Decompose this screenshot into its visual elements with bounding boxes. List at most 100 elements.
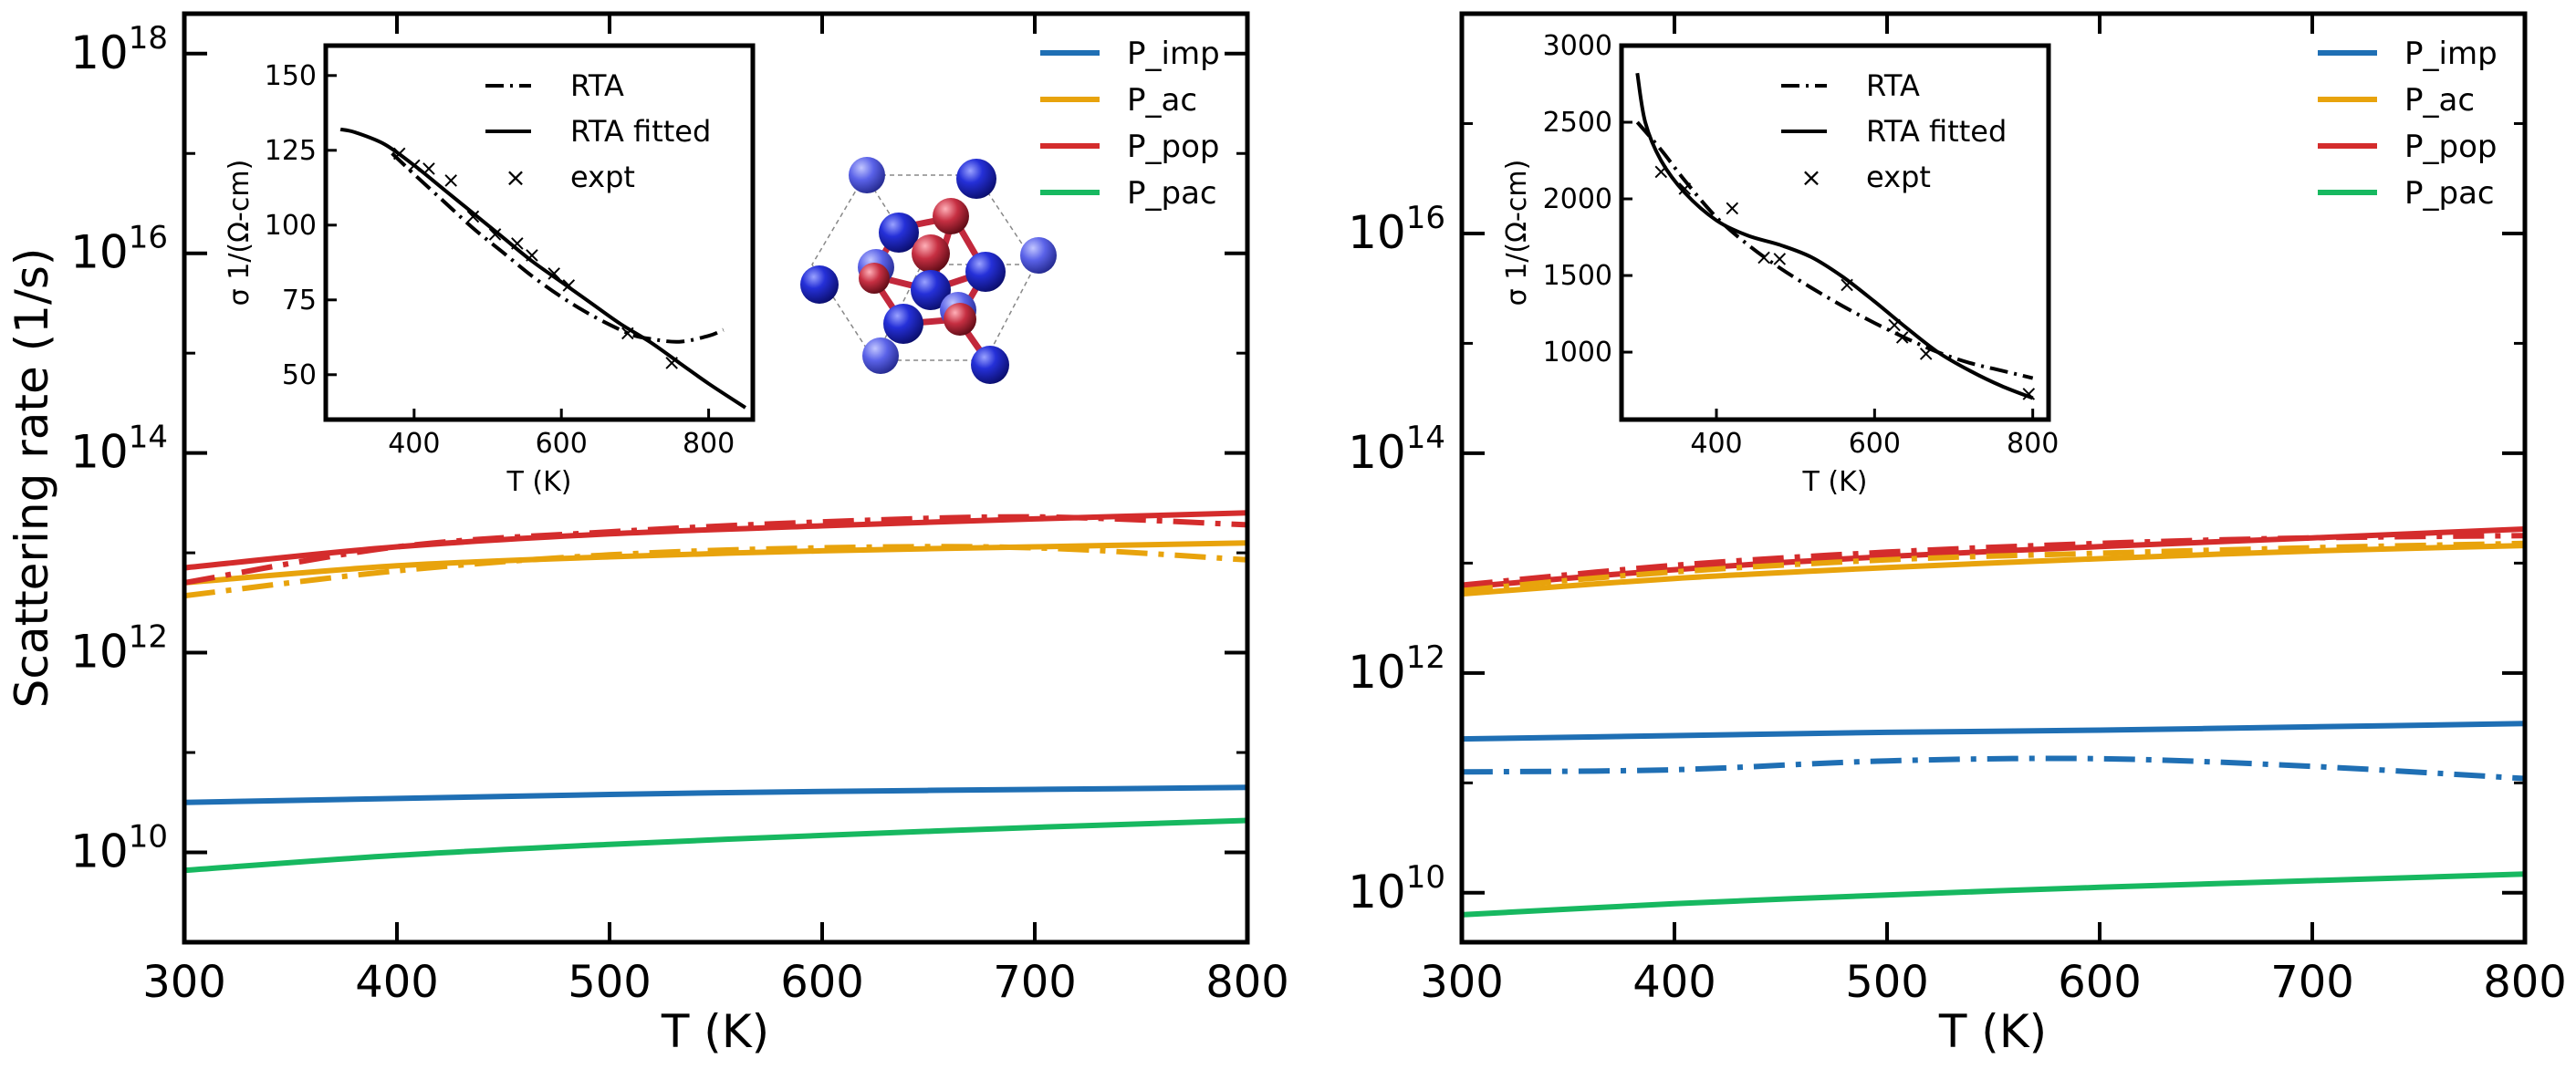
left-legend-label-ac: P_ac [1127, 82, 1197, 119]
left-legend-label-pac: P_pac [1127, 175, 1217, 212]
right-inset-expt-marker: × [1838, 272, 1856, 297]
right-inset-x-label: T (K) [1802, 466, 1868, 498]
left-main-x-tick-label: 400 [355, 957, 439, 1008]
left-inset-legend-rta: RTA [570, 68, 624, 103]
left-inset-x-tick-label: 800 [683, 428, 735, 460]
left-legend: P_imp P_ac P_pop P_pac [1040, 36, 1220, 212]
right-inset-expt-marker: × [1675, 175, 1694, 201]
right-plot-frame [1459, 11, 2528, 945]
left-inset-legend: RTA RTA fitted × expt [485, 68, 711, 194]
left-inset-x-tick-label: 600 [536, 428, 588, 460]
left-inset-expt-marker: × [486, 222, 505, 247]
right-main-y-tick-label: 1014 [1348, 420, 1445, 479]
right-main-ticks: 300 400 500 600 700 800 1010 1012 1014 1016 [1348, 12, 2567, 1008]
right-inset-curves: ×××××××××× [1635, 72, 2038, 406]
right-inset-expt-marker: × [1755, 244, 1773, 270]
left-inset-legend-fitted: RTA fitted [570, 114, 711, 149]
right-inset-y-tick-label: 2000 [1543, 183, 1612, 215]
right-main-series-imp-rta-line [1461, 755, 2526, 782]
right-main-series-ac-rta-line [1461, 540, 2526, 593]
right-inset-frame [1619, 43, 2051, 422]
right-main-x-tick-label: 800 [2483, 957, 2567, 1008]
right-main-series-ac-line [1461, 543, 2526, 597]
left-main-series-pac-line [183, 817, 1248, 874]
right-main-series-pac-line [1461, 871, 2526, 918]
right-legend: P_imp P_ac P_pop P_pac [2318, 36, 2498, 212]
right-inset-rta-fitted-line [1635, 72, 2034, 400]
right-legend-label-pop: P_pop [2404, 129, 2497, 165]
right-main-y-tick-label: 1012 [1348, 639, 1445, 699]
left-main-x-tick-label: 700 [993, 957, 1077, 1008]
left-inset-expt-marker: × [391, 140, 409, 166]
right-main-y-tick-label: 1010 [1348, 859, 1445, 919]
left-inset-rta-line [391, 151, 725, 344]
left-inset-expt-marker: × [442, 168, 460, 193]
left-main-y-tick-label: 1012 [70, 619, 168, 679]
right-inset-x-tick-label: 400 [1690, 428, 1742, 460]
left-inset-y-tick-label: 125 [265, 135, 317, 167]
left-main-curves [183, 510, 1248, 874]
left-inset-x-tick-label: 400 [388, 428, 440, 460]
right-inset-expt-marker: × [2019, 380, 2038, 406]
left-inset-expt-marker: × [508, 230, 527, 255]
left-main-x-tick-label: 600 [780, 957, 864, 1008]
left-panel: 300 400 500 600 700 800 1010 1012 1014 1016 1018 T… [5, 11, 1289, 1058]
left-inset-y-tick-label: 100 [265, 210, 317, 242]
left-inset-expt-marker: × [464, 203, 482, 229]
right-inset-y-tick-label: 2500 [1543, 107, 1612, 139]
left-inset-expt-marker: × [559, 272, 578, 297]
right-inset-y-tick-label: 1500 [1543, 260, 1612, 292]
right-main-series-pop-rta-line [1461, 533, 2526, 588]
right-inset-legend-fitted: RTA fitted [1866, 114, 2007, 149]
left-inset-x-label: T (K) [506, 466, 572, 498]
right-inset-legend: RTA RTA fitted × expt [1781, 68, 2007, 194]
left-main-y-tick-label: 1018 [70, 20, 168, 79]
right-inset-expt-marker: × [1885, 312, 1903, 337]
left-main-y-tick-label: 1014 [70, 420, 168, 479]
right-main-curves [1461, 526, 2526, 918]
right-inset-rta-line [1635, 120, 2034, 380]
right-inset-y-tick-label: 1000 [1543, 337, 1612, 368]
right-inset-x-tick-label: 800 [2007, 428, 2059, 460]
left-y-axis-label: Scattering rate (1/s) [5, 248, 58, 709]
right-main-x-tick-label: 600 [2058, 957, 2142, 1008]
left-inset-curves: ××× ××× ×××××× [339, 127, 746, 410]
left-main-x-tick-label: 300 [142, 957, 226, 1008]
left-plot-frame [182, 11, 1250, 945]
left-main-ticks: 300 400 500 600 700 800 1010 1012 1014 1016 1018 [70, 14, 1289, 1008]
crystal-structure-image [800, 157, 1057, 384]
right-inset-expt-marker: × [1917, 341, 1935, 367]
left-main-series-pop-rta-line [183, 514, 1248, 586]
left-main-series-pop-line [183, 510, 1248, 571]
left-inset-expt-marker: × [545, 260, 563, 285]
left-inset-y-label: σ 1/(Ω-cm) [224, 160, 256, 306]
left-inset-legend-expt: expt [570, 160, 635, 194]
right-inset-legend-expt: expt [1866, 160, 1931, 194]
left-legend-label-pop: P_pop [1127, 129, 1219, 165]
right-x-axis-label: T (K) [1938, 1005, 2047, 1058]
right-main-x-tick-label: 700 [2270, 957, 2354, 1008]
right-main-series-imp-line [1461, 721, 2526, 742]
left-main-series-imp-line [183, 784, 1248, 805]
left-inset-rta-fitted-line [339, 127, 746, 410]
left-x-axis-label: T (K) [661, 1005, 769, 1058]
right-main-x-tick-label: 500 [1845, 957, 1929, 1008]
left-main-x-tick-label: 500 [568, 957, 652, 1008]
right-legend-label-ac: P_ac [2404, 82, 2475, 119]
right-legend-label-imp: P_imp [2404, 36, 2498, 72]
right-inset-expt-marker: × [1652, 159, 1670, 184]
left-main-y-tick-label: 1016 [70, 220, 168, 279]
left-inset-frame [323, 43, 756, 422]
right-inset-x-tick-label: 600 [1849, 428, 1901, 460]
right-inset-expt-marker: × [1893, 324, 1912, 349]
left-inset-y-tick-label: 50 [282, 359, 317, 391]
right-inset-legend-expt-marker: × [1800, 162, 1821, 192]
right-inset-expt-marker: × [1723, 195, 1741, 221]
right-inset-ticks: 400 600 800 1000 1500 2000 2500 3000 [1543, 30, 2060, 460]
left-main-series-ac-rta-line [183, 544, 1248, 599]
right-inset-legend-rta: RTA [1866, 68, 1920, 103]
right-inset-y-tick-label: 3000 [1543, 30, 1612, 62]
